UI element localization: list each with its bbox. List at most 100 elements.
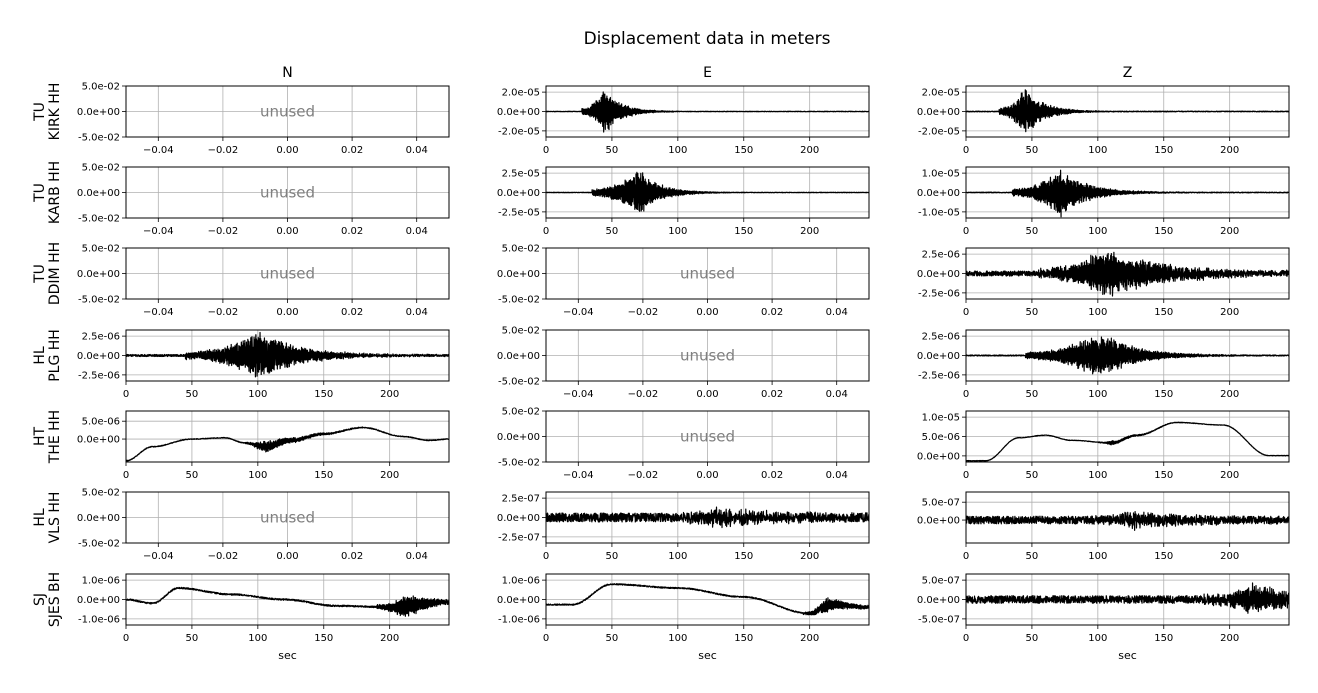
x-tick-label: 200 [1220, 633, 1239, 644]
x-tick-label: 0.04 [826, 470, 848, 481]
x-tick-label: −0.02 [208, 145, 239, 156]
x-tick-label: 100 [248, 470, 267, 481]
x-tick-label: 150 [314, 470, 333, 481]
row-label-network: SJ [32, 593, 48, 606]
row-label: TU KARB HH [32, 161, 63, 224]
x-tick-label: −0.02 [628, 470, 659, 481]
x-tick-label: −0.04 [563, 470, 594, 481]
x-tick-label: 0.00 [696, 307, 718, 318]
x-tick-label: 50 [606, 226, 619, 237]
row-label-network: HL [32, 346, 48, 365]
x-tick-label: 0 [963, 551, 969, 562]
trace-line [965, 511, 1290, 531]
x-tick-label: 200 [380, 633, 399, 644]
x-tick-label: 0 [963, 145, 969, 156]
x-tick-label: 200 [1220, 145, 1239, 156]
trace-line [125, 586, 450, 617]
x-tick-label: 0.04 [406, 307, 428, 318]
y-tick-label: 0.0e+00 [77, 595, 120, 606]
y-tick-label: 5.0e-02 [82, 163, 120, 174]
y-tick-label: 0.0e+00 [77, 351, 120, 362]
x-tick-label: 150 [734, 226, 753, 237]
y-tick-label: -2.0e-05 [498, 126, 540, 137]
x-tick-label: 0.00 [276, 551, 298, 562]
trace-line [125, 331, 450, 378]
x-tick-label: 200 [800, 226, 819, 237]
trace-line [545, 583, 870, 616]
y-tick-label: 0.0e+00 [497, 432, 540, 443]
y-tick-label: 0.0e+00 [917, 107, 960, 118]
x-tick-label: 50 [1026, 145, 1039, 156]
x-tick-label: 0 [963, 389, 969, 400]
unused-label: unused [260, 103, 315, 121]
row-label-station: PLG HH [47, 329, 63, 382]
row-label: HL VLS HH [32, 492, 63, 544]
row-label: HT THE HH [32, 410, 63, 464]
row-label-network: TU [32, 183, 48, 203]
trace-line [965, 251, 1290, 297]
panel-plg-hh-e: unused −0.04 −0.02 0.00 0.02 0.04 5.0e-02 0.0e+… [497, 326, 870, 400]
row-label-station: SJES BH [47, 572, 63, 627]
y-tick-label: 0.0e+00 [497, 269, 540, 280]
y-tick-label: 5.0e-02 [82, 82, 120, 93]
x-tick-label: 50 [186, 633, 199, 644]
trace-line [965, 169, 1290, 218]
trace-line [545, 171, 870, 212]
x-tick-label: 200 [1220, 551, 1239, 562]
y-tick-label: 0.0e+00 [77, 188, 120, 199]
x-tick-label: 0 [543, 633, 549, 644]
x-tick-label: 150 [1154, 307, 1173, 318]
row-label-network: HL [32, 508, 48, 527]
y-tick-label: -5.0e-02 [78, 295, 120, 306]
x-tick-label: 50 [186, 389, 199, 400]
trace-line [965, 89, 1290, 133]
y-tick-label: 0.0e+00 [497, 595, 540, 606]
row-label-station: DDIM HH [47, 242, 63, 305]
panel-kirk-hh-e: 0 50 100 150 200 2.0e-05 0.0e+00 -2.0e-05 [497, 85, 870, 156]
x-tick-label: 150 [734, 145, 753, 156]
x-tick-label: 0.00 [696, 389, 718, 400]
unused-label: unused [680, 265, 735, 283]
y-tick-label: -2.5e-06 [918, 370, 960, 381]
x-tick-label: 50 [1026, 389, 1039, 400]
panel-ddim-hh-e: unused −0.04 −0.02 0.00 0.02 0.04 5.0e-02 0.0e+… [497, 244, 870, 318]
y-tick-label: 2.5e-06 [82, 332, 120, 343]
x-tick-label: 200 [380, 389, 399, 400]
x-tick-label: 0.02 [341, 226, 363, 237]
x-tick-label: 100 [1088, 633, 1107, 644]
x-tick-label: 0.02 [761, 470, 783, 481]
x-tick-label: 100 [1088, 307, 1107, 318]
y-tick-label: 1.0e-05 [922, 413, 960, 424]
y-tick-label: 5.0e-06 [82, 417, 120, 428]
unused-label: unused [260, 184, 315, 202]
y-tick-label: 0.0e+00 [77, 107, 120, 118]
y-tick-label: 0.0e+00 [497, 188, 540, 199]
y-tick-label: -2.0e-05 [918, 126, 960, 137]
x-tick-label: 150 [1154, 226, 1173, 237]
x-tick-label: 0 [123, 470, 129, 481]
x-tick-label: 200 [800, 145, 819, 156]
panel-karb-hh-e: 0 50 100 150 200 2.5e-05 0.0e+00 -2.5e-05 [497, 166, 870, 237]
x-tick-label: −0.02 [628, 389, 659, 400]
x-tick-label: 0 [963, 226, 969, 237]
axes-frame [965, 491, 1290, 544]
y-tick-label: -2.5e-06 [78, 370, 120, 381]
x-tick-label: −0.02 [208, 307, 239, 318]
x-tick-label: 0 [543, 226, 549, 237]
x-tick-label: 200 [1220, 389, 1239, 400]
y-tick-label: 5.0e-02 [82, 244, 120, 255]
trace-line [965, 582, 1290, 614]
column-title-z: Z [1123, 65, 1133, 81]
panel-vls-hh-z: 0 50 100 150 200 5.0e-07 0.0e+00 [917, 491, 1290, 562]
x-tick-label: −0.04 [143, 307, 174, 318]
x-tick-label: 0.00 [276, 226, 298, 237]
x-tick-label: −0.04 [143, 551, 174, 562]
panel-plg-hh-z: 0 50 100 150 200 2.5e-06 0.0e+00 -2.5e-06 [917, 329, 1290, 400]
row-label: TU DDIM HH [32, 242, 63, 305]
x-tick-label: 150 [314, 389, 333, 400]
x-tick-label: 50 [1026, 551, 1039, 562]
y-tick-label: 2.5e-05 [502, 169, 540, 180]
row-label-network: TU [32, 264, 48, 284]
